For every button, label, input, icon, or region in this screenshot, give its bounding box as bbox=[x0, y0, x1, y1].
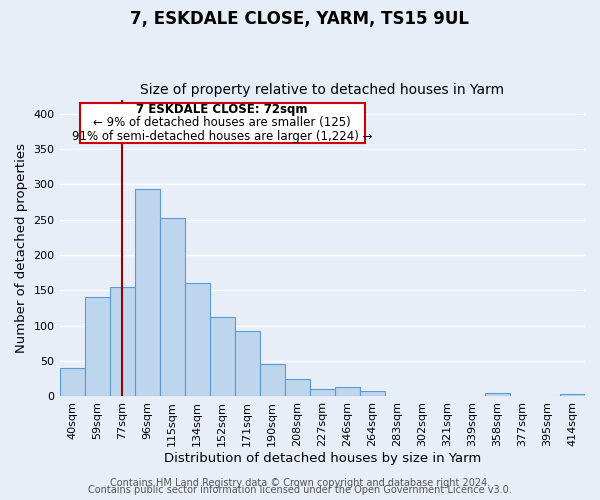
Bar bbox=[235, 332, 260, 396]
Bar bbox=[160, 218, 185, 396]
FancyBboxPatch shape bbox=[80, 103, 365, 144]
Bar bbox=[185, 284, 209, 397]
X-axis label: Distribution of detached houses by size in Yarm: Distribution of detached houses by size … bbox=[164, 452, 481, 465]
Bar bbox=[310, 390, 335, 396]
Bar bbox=[260, 364, 285, 396]
Bar bbox=[110, 287, 134, 397]
Bar bbox=[285, 379, 310, 396]
Bar bbox=[209, 316, 235, 396]
Text: 7, ESKDALE CLOSE, YARM, TS15 9UL: 7, ESKDALE CLOSE, YARM, TS15 9UL bbox=[131, 10, 470, 28]
Bar bbox=[59, 368, 85, 396]
Bar bbox=[360, 391, 385, 396]
Bar bbox=[335, 388, 360, 396]
Text: 91% of semi-detached houses are larger (1,224) →: 91% of semi-detached houses are larger (… bbox=[72, 130, 373, 142]
Y-axis label: Number of detached properties: Number of detached properties bbox=[15, 143, 28, 353]
Text: Contains HM Land Registry data © Crown copyright and database right 2024.: Contains HM Land Registry data © Crown c… bbox=[110, 478, 490, 488]
Bar bbox=[134, 190, 160, 396]
Bar bbox=[85, 298, 110, 396]
Bar bbox=[485, 393, 510, 396]
Bar bbox=[560, 394, 585, 396]
Title: Size of property relative to detached houses in Yarm: Size of property relative to detached ho… bbox=[140, 83, 505, 97]
Text: ← 9% of detached houses are smaller (125): ← 9% of detached houses are smaller (125… bbox=[94, 116, 351, 129]
Text: 7 ESKDALE CLOSE: 72sqm: 7 ESKDALE CLOSE: 72sqm bbox=[136, 102, 308, 116]
Text: Contains public sector information licensed under the Open Government Licence v3: Contains public sector information licen… bbox=[88, 485, 512, 495]
